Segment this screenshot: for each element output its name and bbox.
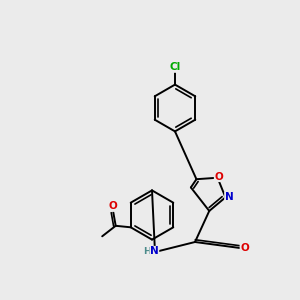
Text: N: N bbox=[150, 246, 159, 256]
Text: H: H bbox=[143, 247, 151, 256]
Text: O: O bbox=[240, 243, 249, 253]
Text: O: O bbox=[214, 172, 223, 182]
Text: N: N bbox=[225, 192, 233, 203]
Text: O: O bbox=[108, 201, 117, 211]
Text: Cl: Cl bbox=[169, 62, 181, 72]
